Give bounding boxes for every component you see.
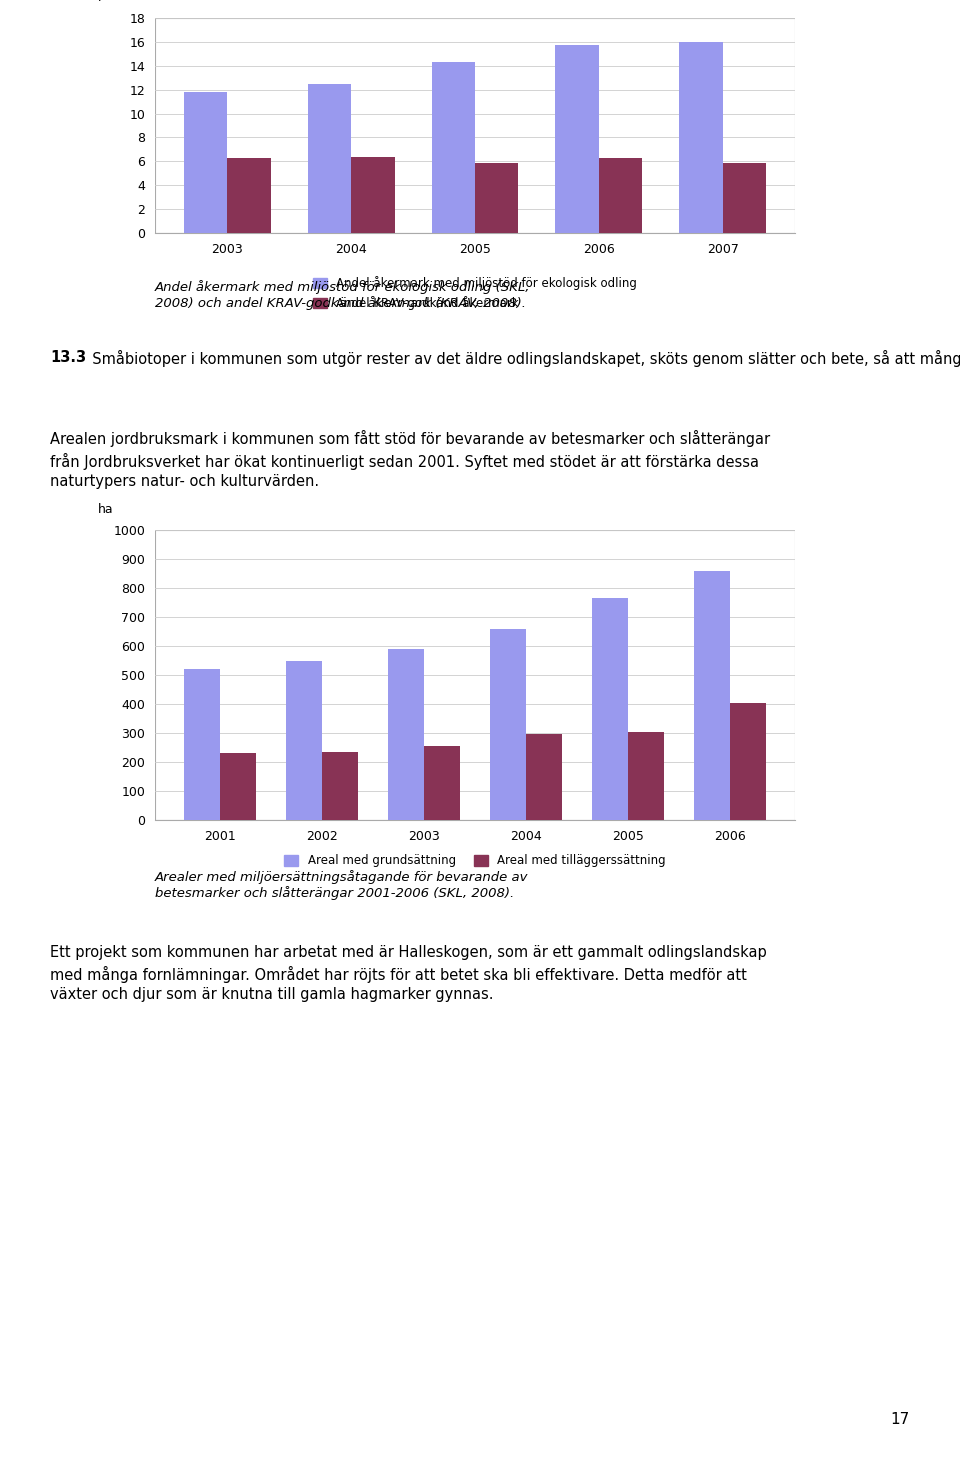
Bar	[491, 628, 526, 820]
Text: ha: ha	[97, 502, 113, 516]
Bar	[388, 649, 424, 820]
Text: Arealen jordbruksmark i kommunen som fått stöd för bevarande av betesmarker och : Arealen jordbruksmark i kommunen som fåt…	[50, 431, 770, 489]
Bar	[322, 752, 358, 820]
Bar	[694, 570, 731, 820]
Bar	[308, 84, 351, 233]
Bar	[184, 92, 228, 233]
Text: Ett projekt som kommunen har arbetat med är Halleskogen, som är ett gammalt odli: Ett projekt som kommunen har arbetat med…	[50, 945, 767, 1002]
Bar	[424, 746, 460, 820]
Bar	[184, 670, 220, 820]
Text: Arealer med miljöersättningsåtagande för bevarande av
betesmarker och slåtteräng: Arealer med miljöersättningsåtagande för…	[155, 870, 529, 900]
Bar	[155, 530, 795, 820]
Bar	[351, 157, 395, 233]
Bar	[155, 18, 795, 233]
Bar	[680, 42, 723, 233]
Bar	[723, 163, 766, 233]
Bar	[599, 158, 642, 233]
Legend: Areal med grundsättning, Areal med tilläggerssättning: Areal med grundsättning, Areal med tillä…	[279, 850, 671, 872]
Bar	[475, 163, 518, 233]
Text: 17: 17	[891, 1412, 910, 1427]
Bar	[556, 45, 599, 233]
Bar	[731, 703, 766, 820]
Bar	[592, 598, 628, 820]
Text: Andel åkermark med miljöstöd för ekologisk odling (SKL,
2008) och andel KRAV-god: Andel åkermark med miljöstöd för ekologi…	[155, 280, 531, 311]
Text: 13.3: 13.3	[50, 350, 86, 365]
Bar	[628, 731, 663, 820]
Bar	[286, 661, 322, 820]
Bar	[220, 753, 255, 820]
Bar	[432, 62, 475, 233]
Bar	[228, 158, 271, 233]
Legend: Andel åkermark med miljöstöd för ekologisk odling, Andel KRAV-godkänd åkermark: Andel åkermark med miljöstöd för ekologi…	[308, 271, 642, 315]
Bar	[526, 734, 562, 820]
Text: Småbiotoper i kommunen som utgör rester av det äldre odlingslandskapet, sköts ge: Småbiotoper i kommunen som utgör rester …	[84, 350, 960, 368]
